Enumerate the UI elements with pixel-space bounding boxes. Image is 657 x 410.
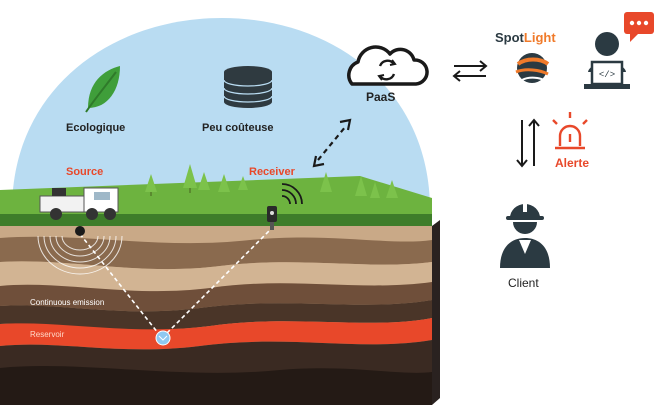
- cloud-sync-icon: [347, 45, 429, 86]
- exchange-arrows: [452, 60, 488, 82]
- sky-dome: [12, 18, 430, 210]
- svg-text:</>: </>: [599, 70, 615, 80]
- source-point: [75, 226, 85, 236]
- coins-icon: [223, 66, 273, 108]
- cloud-link-arrow: [312, 118, 352, 168]
- worker-helmet-icon: [500, 204, 550, 268]
- paas-label: PaaS: [366, 90, 396, 104]
- block-right-face: [432, 220, 440, 405]
- developer-laptop-icon: </>: [584, 32, 630, 89]
- reservoir-label: Reservoir: [30, 330, 65, 339]
- spotlight-brand: SpotLight: [495, 30, 556, 45]
- leaf-icon: [85, 66, 120, 113]
- continuous-emission-label: Continuous emission: [30, 298, 105, 307]
- reservoir-layer: [0, 318, 432, 350]
- vertical-arrows: [516, 118, 540, 168]
- source-label: Source: [66, 166, 104, 178]
- ray-paths: [79, 227, 273, 339]
- signal-waves: [281, 183, 303, 205]
- sensor-icon: [267, 206, 277, 230]
- trees: [145, 164, 398, 198]
- chat-bubble-icon: [624, 12, 654, 42]
- seismic-waves: [37, 235, 123, 275]
- ground-edge: [0, 214, 432, 226]
- cost-label: Peu coûteuse: [202, 122, 274, 134]
- siren-icon: [552, 112, 588, 150]
- reflection-point: [155, 330, 171, 346]
- eco-label: Ecologique: [66, 122, 126, 134]
- truck-icon: [39, 187, 119, 220]
- receiver-label: Receiver: [249, 166, 295, 178]
- strata: [0, 226, 432, 405]
- brand-light: Light: [523, 30, 556, 45]
- alert-label: Alerte: [555, 156, 590, 170]
- brand-spot: Spot: [495, 30, 524, 45]
- spotlight-logo-icon: [515, 53, 550, 83]
- client-label: Client: [508, 276, 539, 290]
